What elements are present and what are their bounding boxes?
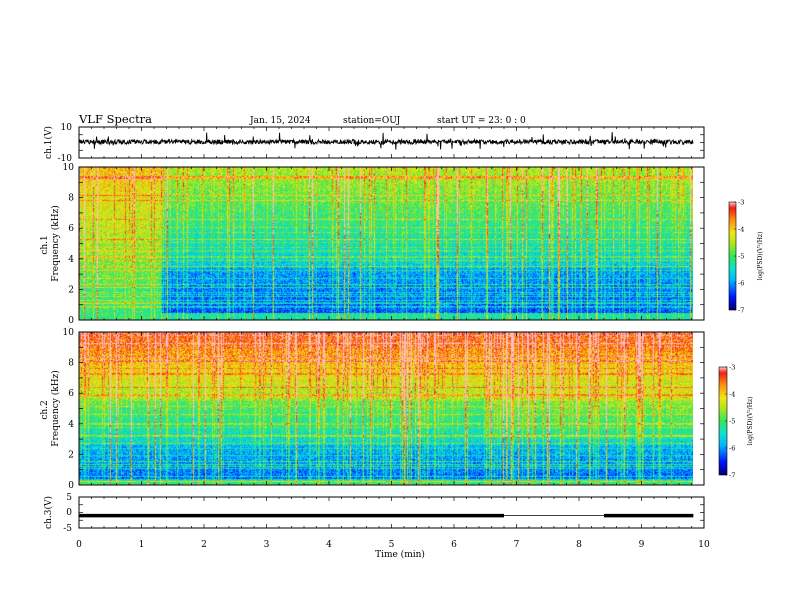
y-tick-label: 10 bbox=[63, 328, 75, 338]
ch1-ylabel-line1: ch.1 bbox=[40, 235, 50, 254]
x-tick-label: 4 bbox=[326, 540, 332, 550]
ch2-colorbar-label: log(PSD)(V²/Hz) bbox=[747, 397, 754, 446]
ch3-level-panel: 5 0 -5 ch.3(V) bbox=[43, 493, 705, 534]
ch1-spectrogram-ylabel: ch.1 Frequency (kHz) bbox=[40, 205, 61, 282]
y-tick-label: 6 bbox=[68, 224, 74, 234]
ch1-ytick-bottom: -10 bbox=[58, 154, 73, 164]
x-tick-label: 2 bbox=[201, 540, 207, 550]
ch1-colorbar-label: log(PSD)(V²/Hz) bbox=[757, 232, 764, 281]
x-tick-label: 3 bbox=[264, 540, 270, 550]
x-tick-label: 6 bbox=[451, 540, 457, 550]
ch2-spectrogram-ylabel: ch.2 Frequency (kHz) bbox=[40, 370, 61, 447]
ch1-waveform-line bbox=[78, 131, 694, 150]
y-tick-label: 0 bbox=[68, 481, 74, 491]
colorbar-tick-label: -7 bbox=[729, 472, 735, 480]
colorbar-tick-label: -7 bbox=[738, 307, 744, 315]
ch2-spectrogram-ytick-labels: 0 2 4 6 8 10 bbox=[63, 328, 75, 491]
y-tick-label: 8 bbox=[68, 359, 74, 369]
colorbar-tick-label: -3 bbox=[738, 199, 744, 207]
start-time-label: start UT = 23: 0 : 0 bbox=[437, 116, 526, 126]
ch1-ylabel-line2: Frequency (kHz) bbox=[50, 205, 61, 282]
y-tick-label: 6 bbox=[68, 389, 74, 399]
station-label: station=OUJ bbox=[343, 116, 401, 126]
colorbar-tick-label: -6 bbox=[738, 280, 744, 288]
date-label: Jan. 15, 2024 bbox=[249, 116, 311, 126]
x-tick-label: 1 bbox=[139, 540, 145, 550]
ch1-spectrogram-image bbox=[79, 167, 693, 320]
ch2-spectrogram-ticks bbox=[78, 331, 705, 486]
colorbar-tick-label: -5 bbox=[738, 253, 744, 261]
x-axis-label: Time (min) bbox=[375, 549, 425, 560]
x-tick-label: 9 bbox=[639, 540, 645, 550]
ch1-waveform-ticks bbox=[78, 126, 705, 159]
y-tick-label: 8 bbox=[68, 194, 74, 204]
y-tick-label: 2 bbox=[68, 450, 74, 460]
y-tick-label: 4 bbox=[68, 255, 74, 265]
ch1-ytick-top: 10 bbox=[61, 123, 73, 133]
ch3-ytick-bottom: -5 bbox=[63, 524, 72, 534]
ch2-ylabel-line2: Frequency (kHz) bbox=[50, 370, 61, 447]
ch1-spectrogram-ytick-labels: 0 2 4 6 8 10 bbox=[63, 163, 75, 326]
ch2-spectrogram-panel: 0 2 4 6 8 10 ch.2 Frequency (kHz) -3 -4 -5 -6 -7 … bbox=[40, 328, 754, 491]
figure-title: VLF Spectra bbox=[78, 112, 152, 126]
colorbar-tick-label: -3 bbox=[729, 364, 735, 372]
ch1-colorbar: -3 -4 -5 -6 -7 log(PSD)(V²/Hz) bbox=[728, 199, 764, 315]
ch3-level-ticks bbox=[78, 496, 705, 529]
ch3-level-ylabel: ch.3(V) bbox=[43, 496, 54, 529]
y-tick-label: 0 bbox=[68, 316, 74, 326]
colorbar-tick-label: -5 bbox=[729, 418, 735, 426]
x-tick-label: 7 bbox=[514, 540, 520, 550]
ch1-waveform-trace bbox=[78, 131, 694, 150]
ch2-spectrogram-image bbox=[79, 332, 693, 485]
ch1-spectrogram-panel: 0 2 4 6 8 10 ch.1 Frequency (kHz) -3 -4 -5 -6 -7 … bbox=[40, 163, 764, 326]
ch2-colorbar: -3 -4 -5 -6 -7 log(PSD)(V²/Hz) bbox=[718, 364, 754, 480]
x-tick-label: 5 bbox=[389, 540, 395, 550]
ch1-colorbar-gradient bbox=[729, 202, 736, 310]
ch3-ytick-mid: 0 bbox=[66, 508, 72, 518]
ch3-ytick-top: 5 bbox=[66, 493, 72, 503]
x-tick-label: 0 bbox=[76, 540, 82, 550]
x-tick-label: 8 bbox=[576, 540, 582, 550]
colorbar-tick-label: -4 bbox=[729, 391, 735, 399]
x-tick-label: 10 bbox=[698, 540, 710, 550]
x-axis-tick-labels: 0 1 2 3 4 5 6 7 8 9 10 bbox=[76, 540, 710, 550]
y-tick-label: 4 bbox=[68, 420, 74, 430]
ch2-colorbar-gradient bbox=[719, 367, 727, 475]
ch1-waveform-panel: 10 -10 ch.1(V) bbox=[43, 123, 705, 164]
ch1-spectrogram-ticks bbox=[78, 166, 705, 321]
ch1-waveform-ylabel: ch.1(V) bbox=[43, 126, 54, 159]
y-tick-label: 10 bbox=[63, 163, 75, 173]
ch3-level-frame bbox=[78, 496, 705, 529]
ch2-ylabel-line1: ch.2 bbox=[40, 400, 50, 419]
colorbar-tick-label: -4 bbox=[738, 226, 744, 234]
y-tick-label: 2 bbox=[68, 285, 74, 295]
colorbar-tick-label: -6 bbox=[729, 445, 735, 453]
